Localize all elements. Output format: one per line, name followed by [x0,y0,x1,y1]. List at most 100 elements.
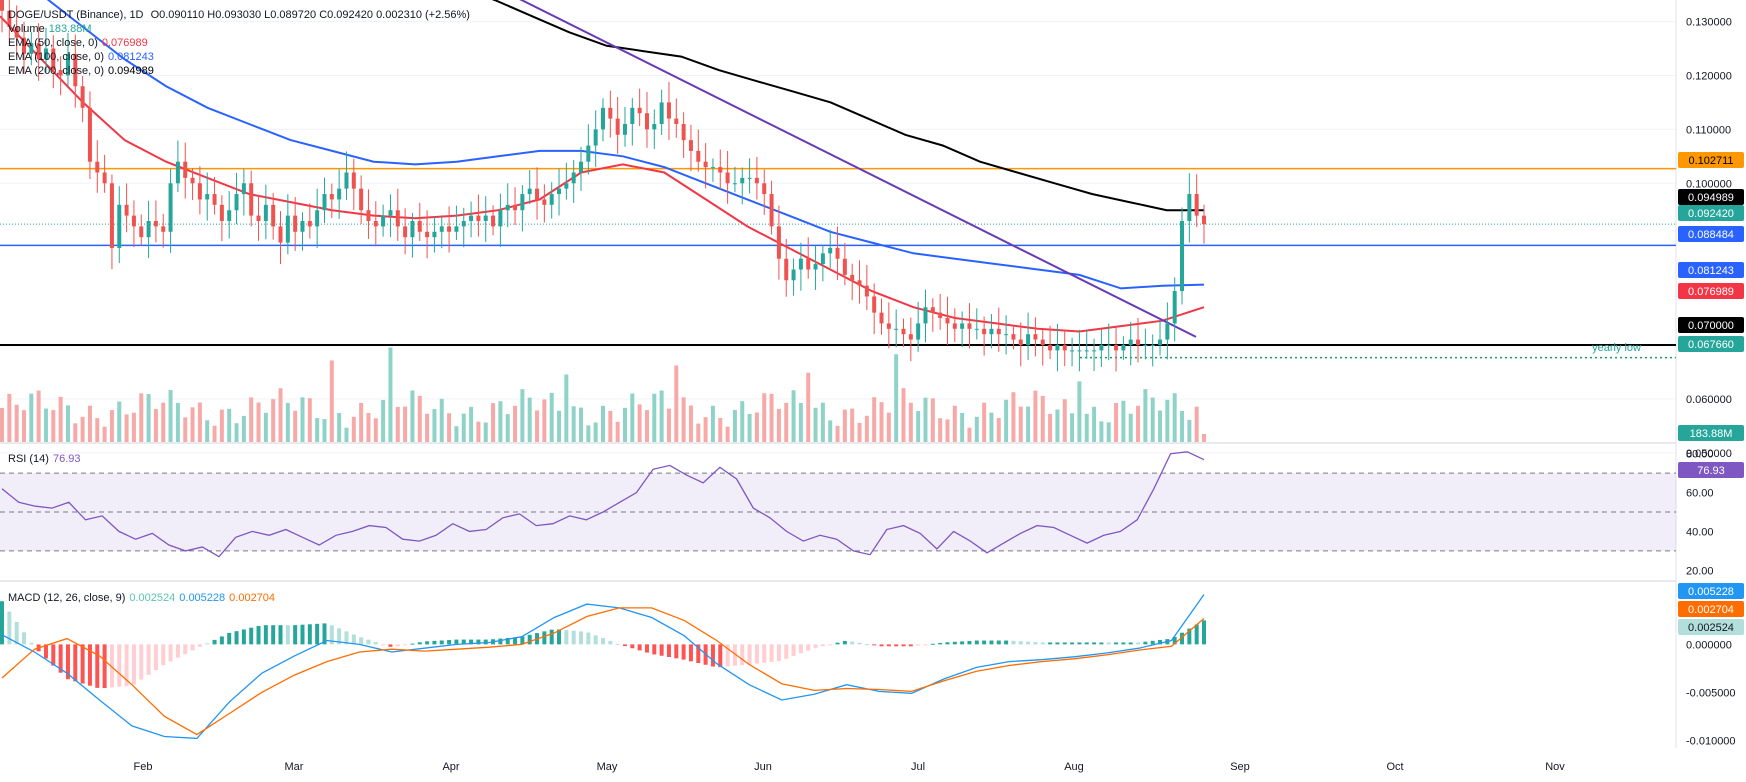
candlesticks[interactable] [0,0,1206,372]
candle-body [109,183,114,248]
candle-body [58,70,63,76]
ema50-label[interactable]: EMA (50, close, 0) [8,37,98,49]
candle-body [674,118,679,124]
macd-histogram-bar [263,625,268,645]
volume-bar [974,416,979,442]
candle-body [7,10,12,27]
macd-histogram-bar [908,644,913,647]
volume-bar [381,399,386,442]
volume-bar [491,403,496,442]
rsi-value: 76.93 [52,453,81,465]
candle-body [630,107,635,124]
signal-tag: 0.002704 [1688,604,1734,616]
macd-histogram-bar [381,644,386,646]
horizontal-levels[interactable] [0,167,1676,359]
volume-bar [337,413,342,442]
volume-bar [710,405,715,442]
macd-tick-label: 0.000000 [1686,639,1732,651]
macd-histogram-bar [227,632,232,645]
macd-histogram-bar [1055,642,1060,645]
candle-body [857,280,862,286]
trendline[interactable] [500,0,1197,338]
candle-body [14,26,19,38]
symbol-title[interactable]: DOGE/USDT (Binance), 1D [8,9,144,21]
candle-body [447,226,452,232]
month-label: Sep [1230,761,1250,773]
rsi-line [1,451,1205,558]
volume-bar [87,405,92,442]
time-axis[interactable]: Feb Mar Apr May Jun Jul Aug Sep Oct Nov [134,761,1566,773]
macd-histogram-bar [710,644,715,667]
month-label: Oct [1386,761,1403,773]
candle-body [659,102,664,124]
macd-histogram-bar [1011,640,1016,645]
macd-histogram-bar [542,631,547,645]
volume-bar [652,393,657,442]
macd-histogram-bar [601,638,605,645]
candle-body [615,118,620,135]
candle-body [344,172,349,189]
macd-histogram-bar [732,644,737,666]
candle-body [190,177,195,184]
candle-body [271,204,276,227]
candle-body [175,161,180,184]
candle-body [696,150,701,162]
ema100-label[interactable]: EMA (100, close, 0) [8,51,104,63]
macd-histogram-bar [168,644,173,662]
volume-bar [1165,399,1170,442]
macd-tag-bg [1678,583,1744,599]
macd-histogram-bar [930,643,935,645]
macd-histogram-bar [183,644,188,655]
candle-body [293,215,298,232]
candle-body [51,48,56,71]
candle-body [388,210,393,216]
volume-bar [329,360,334,442]
candle-body [945,318,950,324]
candle-body [1092,350,1097,352]
descending-trendline [519,0,1197,338]
macd-histogram-bar [432,640,437,645]
volume-bar [996,418,1001,442]
volume-bar [666,408,671,442]
macd-histogram-bar [564,630,569,645]
price-tag-bg [1678,262,1744,278]
volume-bar [432,409,437,442]
price-tag-bg [1678,336,1744,352]
macd-label[interactable]: MACD (12, 26, close, 9) [8,592,126,604]
candle-body [1128,339,1133,345]
volume-bar [454,426,459,442]
macd-histogram-bar [51,644,56,666]
volume-bar [271,399,276,442]
macd-histogram-bar [813,644,818,648]
candle-body [725,172,730,184]
ema200-label[interactable]: EMA (200, close, 0) [8,65,104,77]
volume-bar [388,347,393,442]
candle-body [652,123,657,130]
volume-bar [674,365,679,442]
candle-body [395,210,400,227]
macd-histogram-bar [894,644,899,647]
macd-histogram-bar [842,640,847,645]
volume-label[interactable]: Volume [8,23,45,35]
price-axis[interactable]: 0.130000 0.120000 0.110000 0.100000 0.060000… [1686,17,1736,748]
volume-bar [659,390,664,442]
volume-bar [571,406,576,442]
candle-body [938,312,943,319]
signal-tag-bg [1678,601,1744,617]
rsi-label[interactable]: RSI (14) [8,453,49,465]
volume-bar [586,425,591,442]
ema-lines [0,0,1205,333]
candle-body [1172,291,1177,324]
month-label: May [597,761,618,773]
macd-histogram-bar [659,644,664,656]
candle-body [469,215,474,221]
macd-histogram-bar [395,644,400,647]
macd-histogram-bar [945,642,950,645]
macd-hist-value: 0.002524 [129,592,176,604]
volume-bar [879,402,884,442]
macd-histogram-bar [901,644,906,647]
volume-bar [95,418,100,442]
candle-body [864,285,869,297]
macd-histogram-bar [820,644,825,647]
